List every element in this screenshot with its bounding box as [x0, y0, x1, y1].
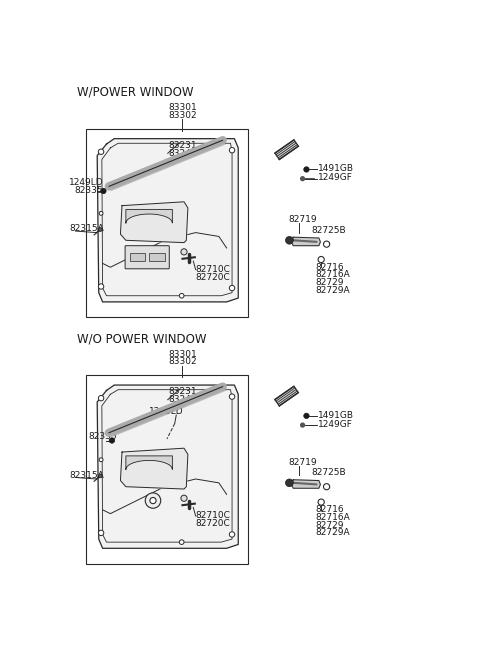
- Polygon shape: [275, 140, 299, 159]
- Circle shape: [324, 483, 330, 490]
- Circle shape: [99, 212, 103, 215]
- Text: 1249LD: 1249LD: [149, 407, 184, 416]
- Text: 82716: 82716: [316, 263, 344, 272]
- Text: 82719: 82719: [288, 458, 317, 466]
- Text: 83231: 83231: [168, 388, 197, 396]
- Circle shape: [99, 458, 103, 462]
- Circle shape: [229, 394, 235, 400]
- Text: 82716A: 82716A: [316, 271, 350, 280]
- Text: 83302: 83302: [168, 111, 197, 120]
- Circle shape: [318, 499, 324, 505]
- Circle shape: [181, 495, 187, 501]
- Text: 83301: 83301: [168, 350, 197, 359]
- Circle shape: [98, 227, 102, 231]
- Text: 82729A: 82729A: [316, 529, 350, 537]
- Text: 83241: 83241: [168, 149, 197, 158]
- Circle shape: [109, 438, 115, 443]
- Text: 1249LD: 1249LD: [69, 178, 104, 187]
- Text: 1491GB: 1491GB: [318, 411, 354, 420]
- Text: 82729: 82729: [316, 278, 344, 287]
- Circle shape: [181, 249, 187, 255]
- Polygon shape: [292, 237, 321, 246]
- Text: 82729A: 82729A: [316, 286, 350, 295]
- Bar: [149, 253, 165, 261]
- Bar: [130, 253, 145, 261]
- Circle shape: [98, 149, 104, 155]
- Polygon shape: [126, 456, 172, 470]
- Text: W/POWER WINDOW: W/POWER WINDOW: [77, 86, 193, 99]
- Text: 83301: 83301: [168, 103, 197, 113]
- Text: 82315A: 82315A: [69, 224, 104, 233]
- Text: 83302: 83302: [168, 358, 197, 366]
- Circle shape: [229, 147, 235, 153]
- Text: 82719: 82719: [288, 215, 317, 224]
- Text: 82720C: 82720C: [196, 272, 230, 282]
- Polygon shape: [275, 386, 299, 406]
- Text: 83231: 83231: [168, 141, 197, 150]
- Circle shape: [180, 293, 184, 298]
- Circle shape: [180, 540, 184, 544]
- Circle shape: [286, 236, 293, 244]
- Circle shape: [101, 189, 106, 194]
- Circle shape: [145, 493, 161, 508]
- Text: 82716: 82716: [316, 505, 344, 514]
- Circle shape: [98, 530, 104, 536]
- FancyBboxPatch shape: [125, 246, 169, 269]
- Text: 82729: 82729: [316, 521, 344, 530]
- Circle shape: [324, 241, 330, 247]
- Text: 82315A: 82315A: [69, 471, 104, 479]
- Circle shape: [304, 413, 309, 419]
- Polygon shape: [120, 448, 188, 489]
- Text: 82720C: 82720C: [196, 519, 230, 528]
- Text: 1491GB: 1491GB: [318, 164, 354, 173]
- Text: 82725B: 82725B: [312, 226, 347, 234]
- Circle shape: [98, 284, 104, 290]
- Circle shape: [98, 474, 102, 478]
- Circle shape: [286, 479, 293, 487]
- Circle shape: [229, 286, 235, 291]
- Text: 82710C: 82710C: [196, 512, 230, 521]
- Bar: [85, 128, 248, 317]
- Polygon shape: [120, 202, 188, 242]
- Circle shape: [300, 423, 304, 427]
- Text: 1249GF: 1249GF: [318, 174, 353, 183]
- Polygon shape: [97, 139, 238, 302]
- Text: 82725B: 82725B: [312, 468, 347, 477]
- Text: 82710C: 82710C: [196, 265, 230, 274]
- Circle shape: [300, 177, 304, 181]
- Text: 82716A: 82716A: [316, 513, 350, 522]
- Circle shape: [304, 167, 309, 172]
- Text: 1249GF: 1249GF: [318, 420, 353, 429]
- Text: 83241: 83241: [168, 395, 197, 404]
- Circle shape: [229, 532, 235, 537]
- Circle shape: [98, 396, 104, 401]
- Circle shape: [318, 257, 324, 263]
- Polygon shape: [126, 210, 172, 223]
- Text: W/O POWER WINDOW: W/O POWER WINDOW: [77, 332, 206, 345]
- Circle shape: [150, 498, 156, 504]
- Text: 82335: 82335: [88, 432, 117, 441]
- Polygon shape: [97, 385, 238, 548]
- Text: 82335: 82335: [74, 186, 103, 195]
- Polygon shape: [292, 479, 321, 488]
- Bar: [85, 375, 248, 564]
